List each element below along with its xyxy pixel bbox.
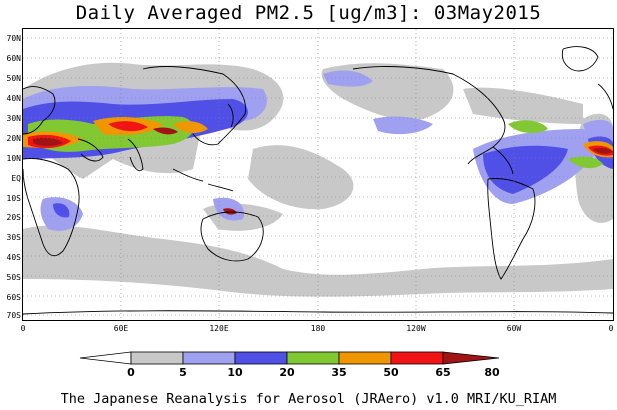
colorbar-bin-50-65 [390,351,444,365]
footer-credit: The Japanese Reanalysis for Aerosol (JRA… [60,391,557,407]
colorbar-bin-5-10 [182,351,236,365]
colorbar-label-20: 20 [279,366,295,379]
colorbar-bin-below-0 [79,351,132,365]
lat-label-60n: 60N [6,54,21,63]
lat-label-50n: 50N [6,74,21,83]
lat-label-20s: 20S [6,213,21,222]
lon-label-120w: 120W [406,324,426,333]
colorbar-label-5: 5 [179,366,187,379]
colorbar-bin-0-5 [130,351,184,365]
colorbar [79,351,500,365]
colorbar-label-80: 80 [484,366,500,379]
lon-label-60e: 60E [113,324,129,333]
lat-label-eq: EQ [11,174,21,183]
concentration-fields [23,62,613,297]
pm25-map [22,28,614,321]
lat-label-20n: 20N [6,134,21,143]
lat-lon-grid [23,29,613,320]
lon-label-60w: 60W [506,324,522,333]
map-title: Daily Averaged PM2.5 [ug/m3]: 03May2015 [75,2,542,24]
colorbar-label-0: 0 [127,366,135,379]
lat-label-10s: 10S [6,194,21,203]
lon-label-180: 180 [310,324,326,333]
lat-label-10n: 10N [6,154,21,163]
lon-label-0-left: 0 [20,324,26,333]
colorbar-bin-35-50 [338,351,392,365]
lat-label-30s: 30S [6,233,21,242]
lat-label-40n: 40N [6,94,21,103]
colorbar-bin-20-35 [286,351,340,365]
pm25-map-svg [23,29,613,320]
colorbar-label-50: 50 [383,366,399,379]
coastlines [23,46,613,315]
lat-label-70n: 70N [6,34,21,43]
colorbar-bin-10-20 [234,351,288,365]
colorbar-label-10: 10 [227,366,243,379]
lat-label-40s: 40S [6,253,21,262]
lat-label-50s: 50S [6,273,21,282]
colorbar-bin-above-80 [442,351,500,365]
lon-label-0-right: 0 [608,324,614,333]
lon-label-120e: 120E [209,324,229,333]
lat-label-70s: 70S [6,311,21,320]
colorbar-label-65: 65 [435,366,451,379]
lat-label-60s: 60S [6,293,21,302]
lat-label-30n: 30N [6,114,21,123]
colorbar-label-35: 35 [331,366,347,379]
